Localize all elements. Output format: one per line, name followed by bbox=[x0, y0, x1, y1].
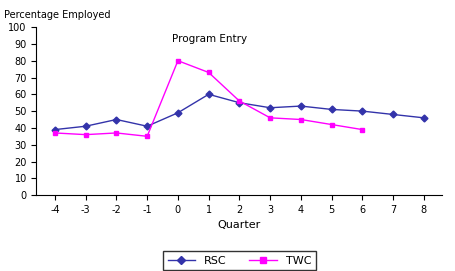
Text: Program Entry: Program Entry bbox=[172, 34, 246, 44]
Text: Percentage Employed: Percentage Employed bbox=[4, 10, 110, 20]
Legend: RSC, TWC: RSC, TWC bbox=[163, 251, 315, 270]
X-axis label: Quarter: Quarter bbox=[217, 220, 260, 230]
